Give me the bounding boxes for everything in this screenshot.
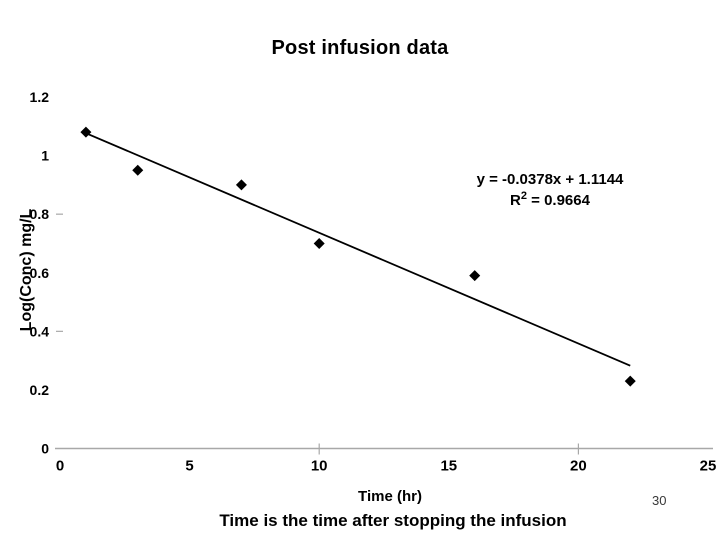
data-point-marker	[235, 179, 247, 191]
x-tick-label: 15	[440, 458, 457, 475]
trendline-equation: y = -0.0378x + 1.1144	[476, 171, 624, 188]
trendline	[85, 132, 631, 367]
x-tick-label: 5	[185, 458, 193, 475]
r-squared-value: = 0.9664	[526, 192, 590, 209]
r-squared-line: R2 = 0.9664	[450, 190, 650, 211]
y-tick-label: 1	[41, 148, 49, 164]
slide-caption: Time is the time after stopping the infu…	[219, 511, 567, 530]
x-tick-label: 0	[56, 458, 64, 475]
chart-title: Post infusion data	[271, 37, 449, 59]
y-tick-label: 0.6	[30, 265, 50, 281]
r-squared-exponent: 2	[520, 190, 527, 202]
y-tick-label: 0	[41, 441, 49, 457]
r-squared-prefix: R	[510, 192, 521, 209]
y-tick-label: 0.8	[30, 206, 50, 222]
y-tick-label: 0.4	[30, 323, 50, 339]
data-point-marker	[624, 375, 636, 387]
y-tick-label: 0.2	[30, 382, 50, 398]
data-point-marker	[469, 270, 481, 282]
x-axis-title: Time (hr)	[358, 488, 422, 505]
x-tick-label: 20	[570, 458, 587, 475]
x-tick-label: 25	[700, 458, 717, 475]
y-tick-label: 1.2	[30, 89, 50, 105]
y-axis-title: Log(Conc) mg/L	[18, 208, 35, 332]
data-point-marker	[313, 237, 325, 249]
data-point-marker	[132, 164, 144, 176]
trendline-annotation: y = -0.0378x + 1.1144 R2 = 0.9664	[450, 169, 650, 211]
data-point-marker	[80, 126, 92, 138]
x-tick-label: 10	[311, 458, 328, 475]
page-number: 30	[652, 493, 667, 508]
